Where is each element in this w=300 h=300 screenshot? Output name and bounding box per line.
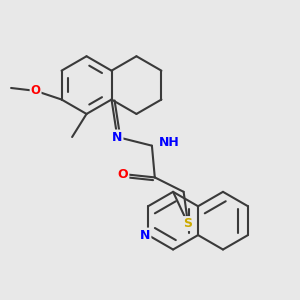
Text: S: S <box>184 217 193 230</box>
Text: N: N <box>140 229 150 242</box>
Text: O: O <box>31 84 40 98</box>
Text: NH: NH <box>159 136 180 149</box>
Text: N: N <box>112 130 122 143</box>
Text: O: O <box>118 168 128 181</box>
